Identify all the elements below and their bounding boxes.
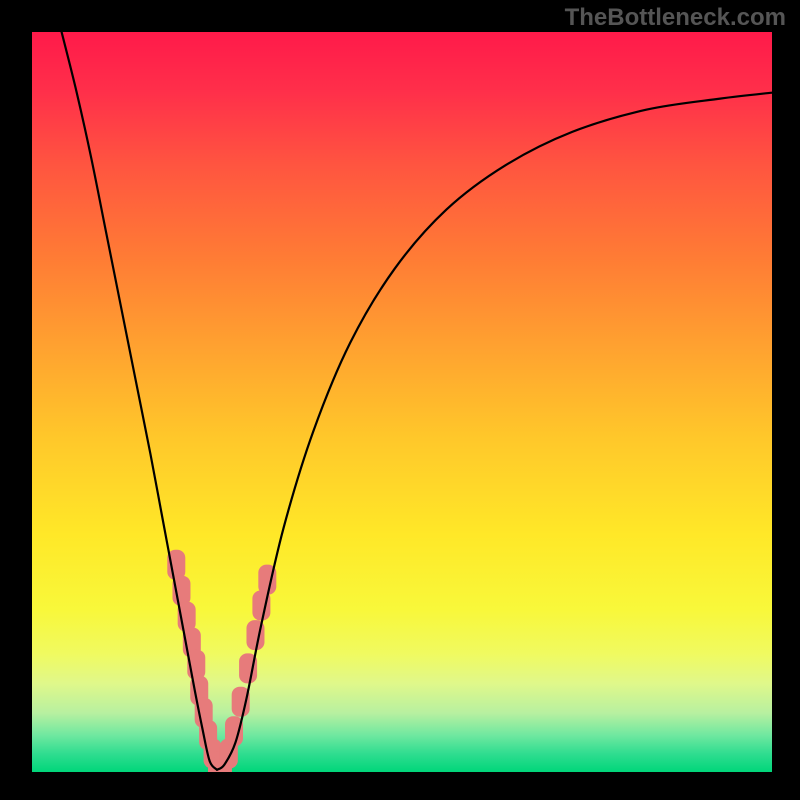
chart-overlay <box>32 32 772 772</box>
plot-area <box>32 32 772 772</box>
watermark-text: TheBottleneck.com <box>565 4 786 32</box>
marker-group <box>167 550 276 772</box>
curve-right <box>217 93 772 770</box>
